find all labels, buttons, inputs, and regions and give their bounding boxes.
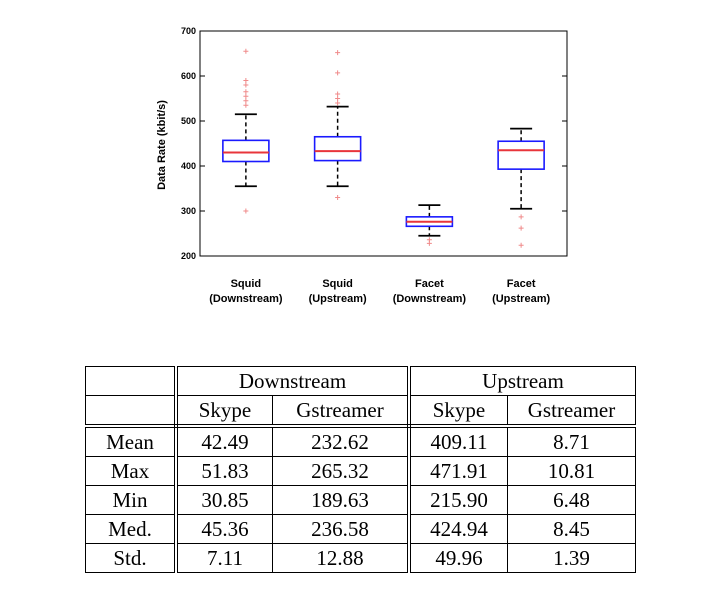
- table-cell: 12.88: [272, 543, 411, 573]
- table-cell: 45.36: [175, 514, 273, 544]
- category-label-direction: (Upstream): [492, 293, 550, 305]
- y-tick-label: 700: [181, 26, 196, 36]
- table-cell: 6.48: [507, 485, 636, 515]
- outlier-marker: [335, 100, 341, 106]
- outlier-marker: [518, 214, 524, 220]
- table-group-header-row: Downstream Upstream: [85, 366, 636, 396]
- table-cell: 7.11: [175, 543, 273, 573]
- table-row: Med. 45.36 236.58 424.94 8.45: [85, 514, 636, 544]
- table-cell: 236.58: [272, 514, 411, 544]
- table-cell: 409.11: [408, 425, 508, 457]
- y-tick-label: 400: [181, 161, 196, 171]
- row-label: Max: [85, 456, 178, 486]
- table-cell: 424.94: [408, 514, 508, 544]
- category-label-name: Facet: [507, 278, 536, 290]
- sub-header-upstream-skype: Skype: [408, 395, 508, 428]
- outlier-marker: [335, 70, 341, 76]
- table-corner-cell: [85, 395, 178, 428]
- box: [222, 139, 270, 163]
- outlier-marker: [243, 93, 249, 99]
- table-row: Mean 42.49 232.62 409.11 8.71: [85, 425, 636, 457]
- outlier-marker: [243, 102, 249, 108]
- row-label: Med.: [85, 514, 178, 544]
- outlier-marker: [335, 50, 341, 56]
- outlier-marker: [243, 48, 249, 54]
- table-cell: 232.62: [272, 425, 411, 457]
- table-sub-header-row: Skype Gstreamer Skype Gstreamer: [85, 395, 636, 428]
- category-label-name: Squid: [231, 278, 262, 290]
- outlier-marker: [243, 208, 249, 214]
- category-label-direction: (Upstream): [309, 293, 367, 305]
- sub-header-downstream-gstreamer: Gstreamer: [272, 395, 411, 428]
- outlier-marker: [243, 82, 249, 88]
- table-cell: 10.81: [507, 456, 636, 486]
- table-corner-cell: [85, 366, 178, 396]
- row-label: Min: [85, 485, 178, 515]
- sub-header-downstream-skype: Skype: [175, 395, 273, 428]
- outlier-marker: [243, 98, 249, 104]
- category-label-direction: (Downstream): [209, 293, 283, 305]
- category-label-direction: (Downstream): [393, 293, 467, 305]
- outlier-marker: [243, 89, 249, 95]
- outlier-marker: [335, 96, 341, 101]
- boxplot-chart: 200 300 400 500 600 700 Squid (Downstream) Squid…: [156, 26, 568, 305]
- plot-frame: [199, 30, 568, 257]
- y-axis-label: Data Rate (kbit/s): [156, 100, 168, 190]
- outlier-marker: [426, 240, 432, 246]
- row-label: Std.: [85, 543, 178, 573]
- table-cell: 189.63: [272, 485, 411, 515]
- table-cell: 8.45: [507, 514, 636, 544]
- table-cell: 30.85: [175, 485, 273, 515]
- group-header-upstream: Upstream: [408, 366, 636, 396]
- outlier-marker: [518, 225, 524, 231]
- outlier-marker: [243, 78, 249, 83]
- table-cell: 8.71: [507, 425, 636, 457]
- table-cell: 1.39: [507, 543, 636, 573]
- category-label-name: Squid: [322, 278, 353, 290]
- y-tick-label: 200: [181, 251, 196, 261]
- table-row: Std. 7.11 12.88 49.96 1.39: [85, 543, 636, 573]
- table-row: Min 30.85 189.63 215.90 6.48: [85, 485, 636, 515]
- y-tick-label: 600: [181, 71, 196, 81]
- category-label-name: Facet: [415, 278, 444, 290]
- table-row: Max 51.83 265.32 471.91 10.81: [85, 456, 636, 486]
- table-cell: 49.96: [408, 543, 508, 573]
- statistics-table: Downstream Upstream Skype Gstreamer Skyp…: [85, 366, 636, 573]
- table-cell: 51.83: [175, 456, 273, 486]
- table-cell: 215.90: [408, 485, 508, 515]
- group-header-downstream: Downstream: [175, 366, 411, 396]
- box: [313, 135, 362, 162]
- table-cell: 265.32: [272, 456, 411, 486]
- outlier-marker: [335, 91, 341, 97]
- table-cell: 42.49: [175, 425, 273, 457]
- outlier-marker: [335, 195, 341, 200]
- outlier-marker: [518, 242, 524, 248]
- box: [497, 140, 545, 170]
- y-tick-label: 500: [181, 116, 196, 126]
- sub-header-upstream-gstreamer: Gstreamer: [507, 395, 636, 428]
- table-cell: 471.91: [408, 456, 508, 486]
- y-tick-label: 300: [181, 206, 196, 216]
- row-label: Mean: [85, 425, 178, 457]
